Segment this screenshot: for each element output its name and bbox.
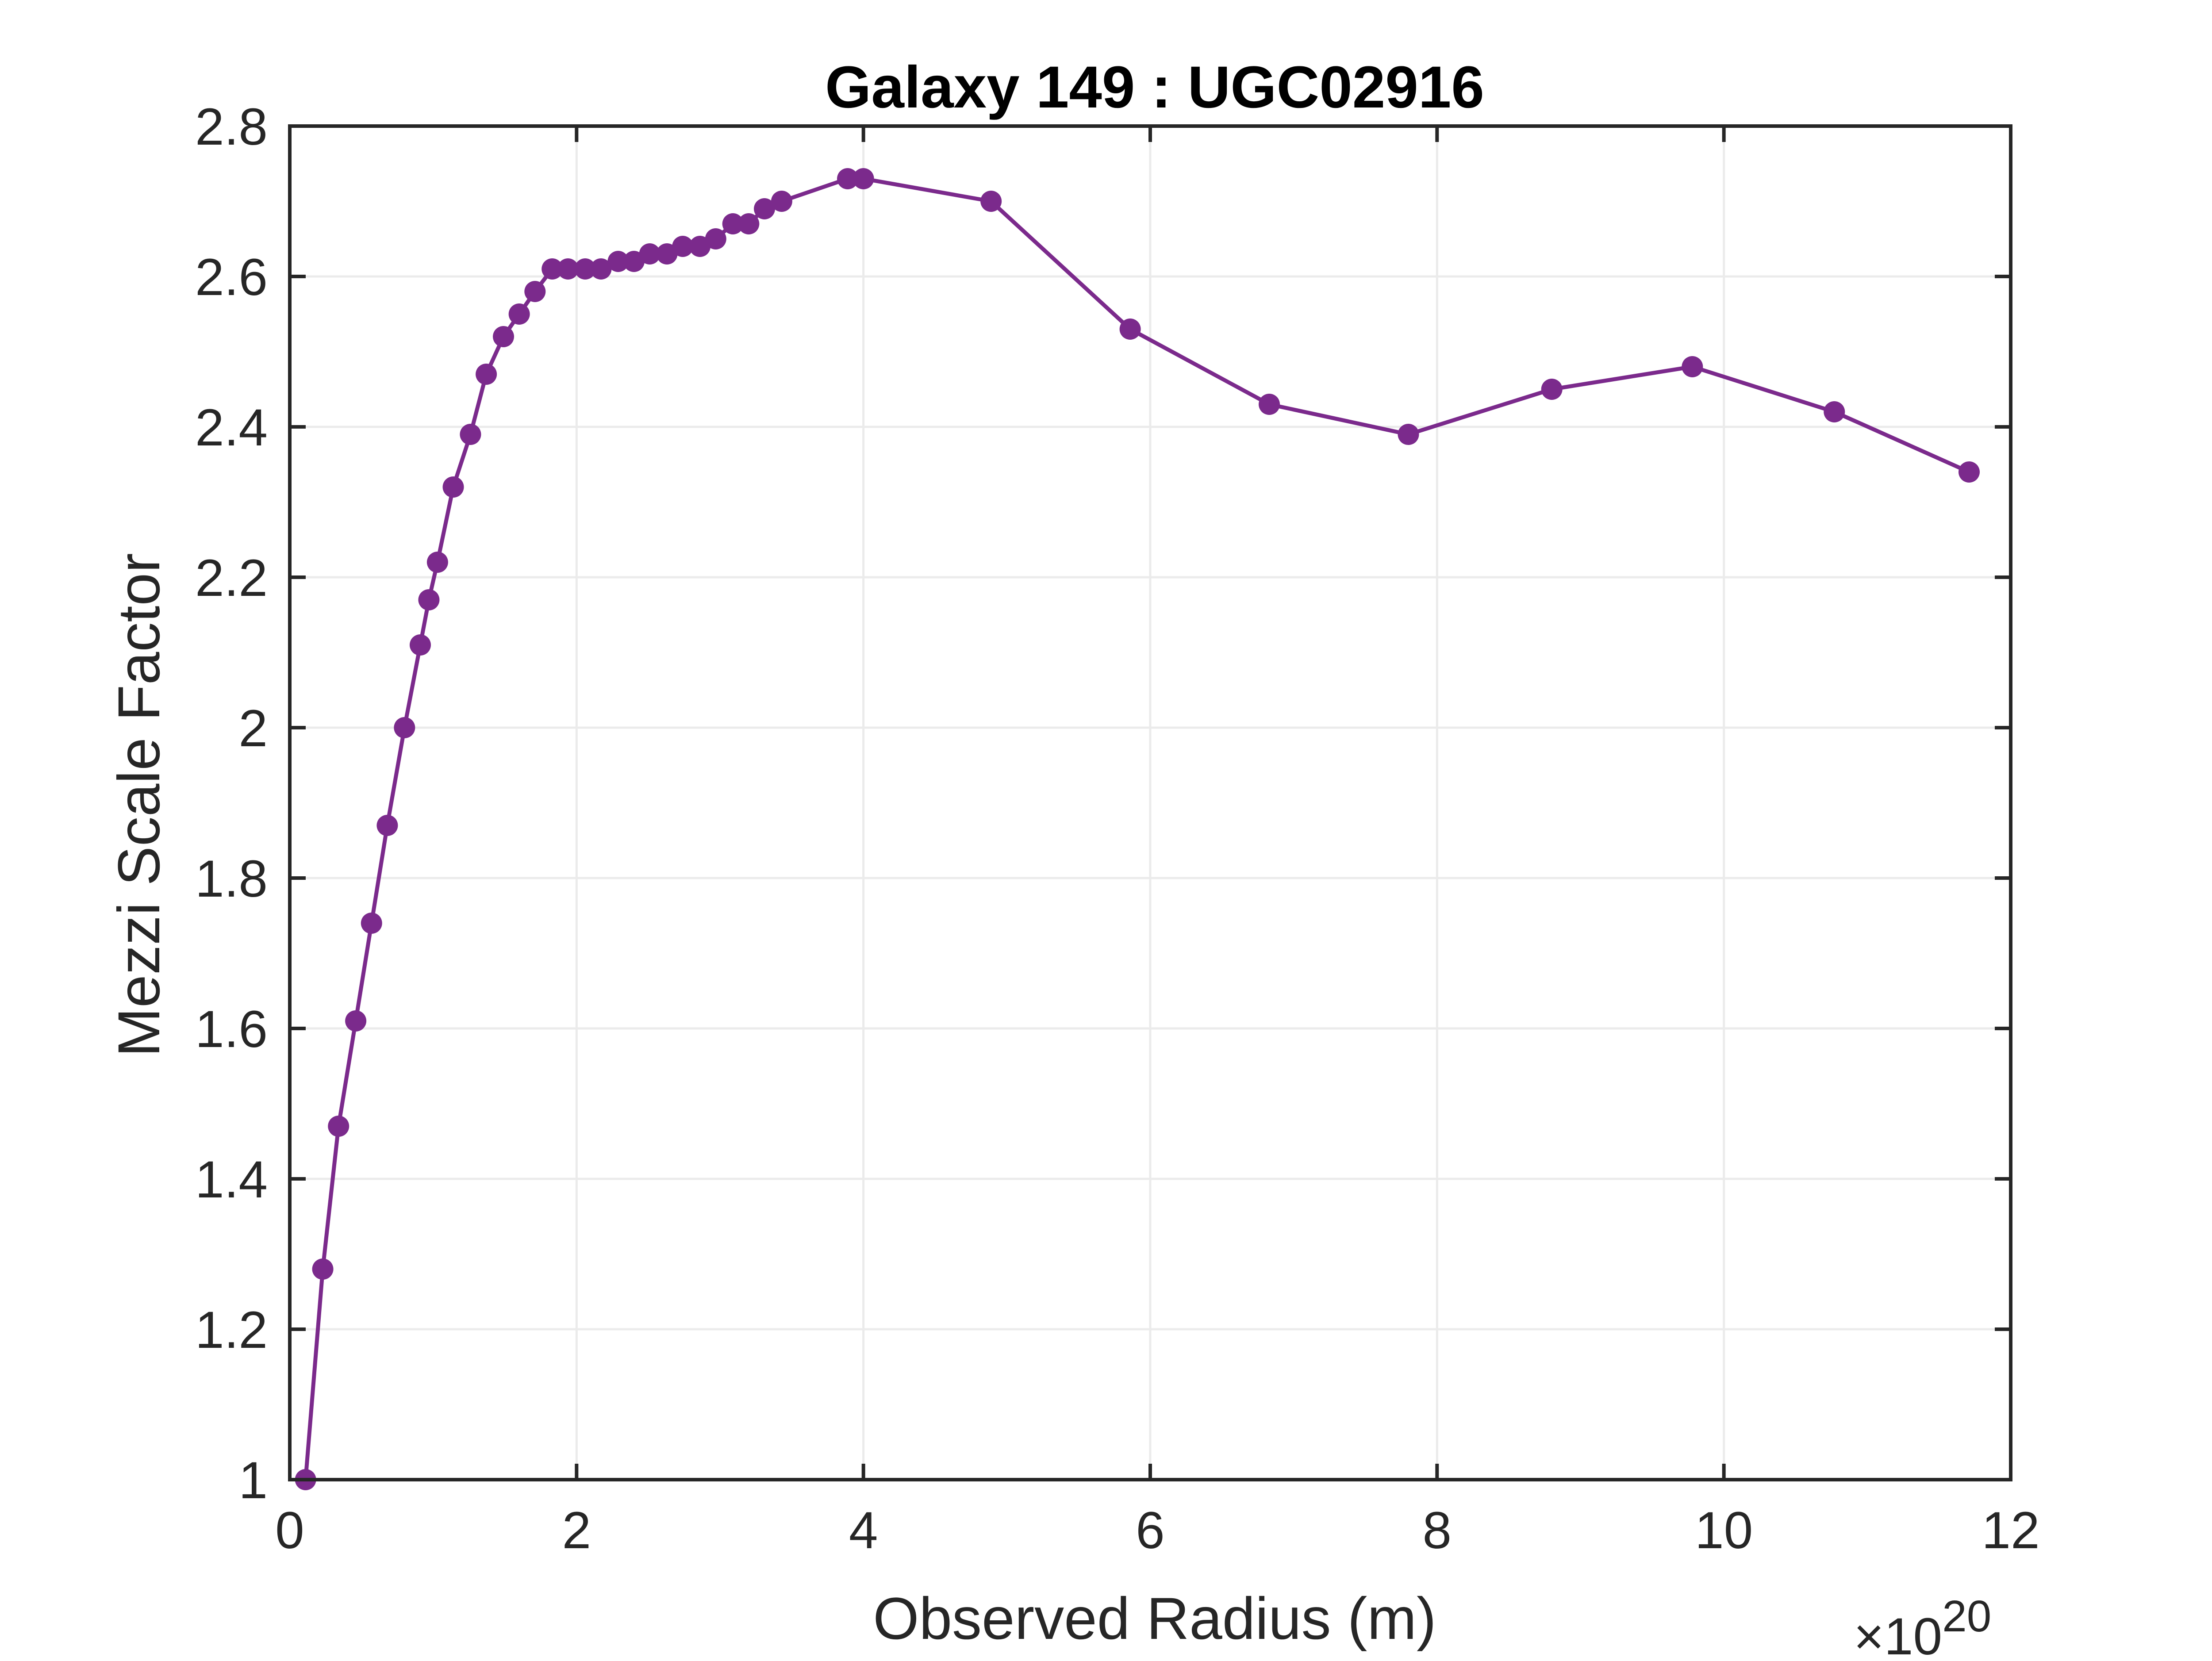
x-tick-label: 12 xyxy=(1982,1501,2039,1560)
axes-box xyxy=(288,124,2012,1481)
x-tick-label: 2 xyxy=(562,1501,591,1560)
data-point xyxy=(722,213,744,234)
y-tick-label: 1 xyxy=(238,1451,268,1510)
data-point xyxy=(1958,461,1980,483)
data-point xyxy=(361,913,382,934)
data-point xyxy=(1259,394,1280,415)
x-tick-label: 8 xyxy=(1423,1501,1452,1560)
y-tick-label: 2.6 xyxy=(195,248,268,307)
series-layer xyxy=(295,168,1980,1490)
data-point xyxy=(656,243,678,265)
data-point xyxy=(508,303,530,325)
data-point xyxy=(493,326,515,347)
chart-title: Galaxy 149 : UGC02916 xyxy=(825,54,1484,120)
data-point xyxy=(738,213,760,234)
x-tick-label: 0 xyxy=(275,1501,304,1560)
data-point xyxy=(426,552,448,573)
data-point xyxy=(1119,318,1141,340)
data-point xyxy=(476,364,497,385)
data-point xyxy=(1682,356,1703,377)
data-point xyxy=(705,228,726,249)
data-point xyxy=(623,251,645,272)
x-exponent-power: 20 xyxy=(1942,1592,1991,1641)
y-tick-label: 2.2 xyxy=(195,549,268,607)
data-point xyxy=(1824,401,1845,422)
data-point xyxy=(753,198,775,219)
data-point xyxy=(1398,424,1419,445)
y-tick-label: 1.4 xyxy=(195,1151,268,1209)
data-point xyxy=(541,258,563,280)
data-point xyxy=(607,251,629,272)
data-point xyxy=(460,424,481,445)
data-point xyxy=(853,168,874,189)
x-tick-label: 10 xyxy=(1695,1501,1753,1560)
data-point xyxy=(837,168,859,189)
y-tick-label: 1.6 xyxy=(195,1000,268,1059)
data-point xyxy=(1541,379,1563,400)
x-tick-label: 6 xyxy=(1136,1501,1165,1560)
x-axis-exponent: ×1020 xyxy=(1854,1592,1991,1659)
x-exponent-base: ×10 xyxy=(1854,1607,1942,1659)
tick-labels: 0 2 4 6 8 10 12 1 1.2 1.4 1.6 1.8 2 2.2 2.4 2.6 2.8 xyxy=(195,98,2040,1560)
data-point xyxy=(689,236,711,257)
data-point xyxy=(771,191,792,212)
y-tick-label: 1.2 xyxy=(195,1301,268,1359)
y-axis-label: Mezzi Scale Factor xyxy=(106,553,172,1057)
y-tick-label: 2.4 xyxy=(195,399,268,457)
data-point xyxy=(980,191,1002,212)
data-point xyxy=(328,1116,349,1137)
x-axis-label: Observed Radius (m) xyxy=(873,1586,1436,1652)
data-point xyxy=(394,717,415,738)
data-point xyxy=(672,236,694,257)
data-point xyxy=(574,258,596,280)
data-point xyxy=(312,1258,334,1280)
y-tick-label: 2 xyxy=(238,699,268,758)
y-tick-label: 1.8 xyxy=(195,850,268,908)
data-point xyxy=(590,258,612,280)
data-point xyxy=(639,243,661,265)
x-tick-label: 4 xyxy=(849,1501,878,1560)
y-tick-label: 2.8 xyxy=(195,98,268,156)
data-point xyxy=(442,476,464,498)
data-point xyxy=(524,281,546,302)
data-point xyxy=(409,634,431,656)
data-point xyxy=(557,258,579,280)
data-point xyxy=(418,589,440,610)
data-point xyxy=(376,815,398,836)
data-point xyxy=(345,1010,367,1032)
